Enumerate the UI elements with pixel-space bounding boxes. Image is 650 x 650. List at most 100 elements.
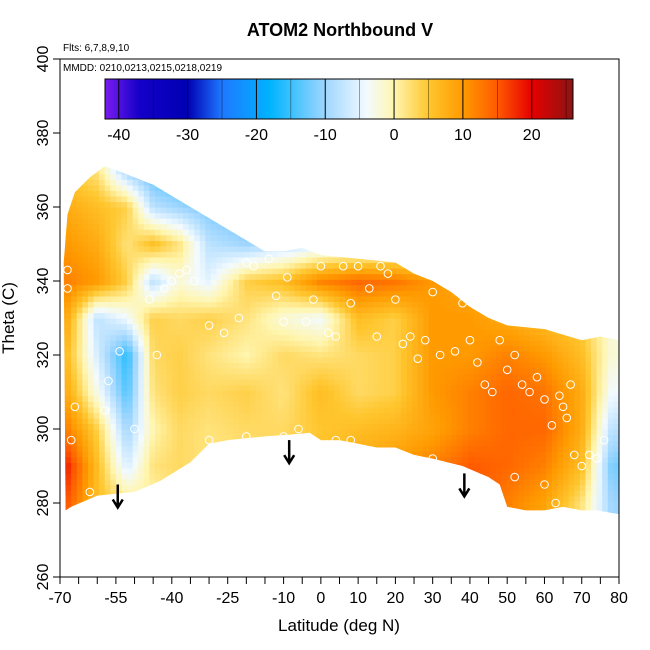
field-cell xyxy=(333,306,341,314)
field-cell xyxy=(132,456,139,463)
field-cell xyxy=(462,290,469,297)
field-cell xyxy=(65,190,72,197)
field-cell xyxy=(333,229,341,236)
field-cell xyxy=(395,229,402,236)
field-cell xyxy=(233,306,240,314)
field-cell xyxy=(356,473,363,480)
field-cell xyxy=(306,306,313,314)
field-cell xyxy=(250,451,257,458)
field-cell xyxy=(451,166,458,169)
field-cell xyxy=(238,367,246,375)
field-cell xyxy=(384,434,391,441)
field-cell xyxy=(428,168,436,175)
field-cell xyxy=(272,157,278,163)
field-cell xyxy=(138,501,145,508)
field-cell xyxy=(356,395,363,402)
field-cell xyxy=(328,512,335,515)
field-cell xyxy=(149,251,156,258)
field-cell xyxy=(389,268,396,275)
field-cell xyxy=(63,290,67,297)
field-cell xyxy=(317,401,324,408)
field-cell xyxy=(434,451,441,458)
field-cell xyxy=(462,334,469,341)
field-cell xyxy=(149,334,156,341)
field-cell xyxy=(384,462,391,469)
field-cell xyxy=(345,190,352,197)
field-cell xyxy=(216,173,223,180)
field-cell xyxy=(76,234,83,241)
field-cell xyxy=(317,490,324,497)
field-cell xyxy=(484,406,491,413)
field-cell xyxy=(222,279,229,286)
field-cell xyxy=(367,423,374,430)
field-cell xyxy=(367,351,374,358)
field-cell xyxy=(339,401,346,408)
field-cell xyxy=(65,168,72,175)
field-cell xyxy=(440,306,447,314)
field-cell xyxy=(149,268,156,275)
field-cell xyxy=(194,379,201,386)
field-cell xyxy=(378,395,385,402)
field-cell xyxy=(361,207,369,214)
field-cell xyxy=(82,490,89,497)
field-cell xyxy=(361,406,369,413)
field-cell xyxy=(149,179,156,186)
field-cell xyxy=(373,367,380,375)
field-cell xyxy=(350,218,357,225)
field-cell xyxy=(166,462,173,469)
field-cell xyxy=(171,445,178,452)
field-cell xyxy=(401,273,408,280)
field-cell xyxy=(166,279,173,286)
field-cell xyxy=(283,212,290,219)
field-cell xyxy=(445,401,452,408)
field-cell xyxy=(188,367,195,375)
field-cell xyxy=(317,434,324,441)
field-cell xyxy=(199,245,206,253)
field-cell xyxy=(261,251,268,258)
field-cell xyxy=(132,234,139,241)
field-cell xyxy=(350,456,357,463)
field-cell xyxy=(462,417,469,425)
field-cell xyxy=(401,406,408,413)
field-cell xyxy=(367,212,374,219)
field-cell xyxy=(238,218,246,225)
field-cell xyxy=(428,512,436,515)
field-cell xyxy=(160,195,167,203)
field-cell xyxy=(434,190,441,197)
field-cell xyxy=(322,279,329,286)
field-cell xyxy=(294,212,301,219)
field-cell xyxy=(255,218,262,225)
field-cell xyxy=(76,473,83,480)
field-cell xyxy=(440,412,447,419)
field-cell xyxy=(255,306,262,314)
field-cell xyxy=(473,356,480,363)
field-cell xyxy=(127,184,134,191)
field-cell xyxy=(222,384,229,391)
field-cell xyxy=(401,229,408,236)
field-cell xyxy=(423,323,430,330)
field-cell xyxy=(93,168,100,175)
field-cell xyxy=(222,417,229,425)
field-cell xyxy=(356,223,363,230)
field-cell xyxy=(434,379,441,386)
field-cell xyxy=(194,473,201,480)
field-cell xyxy=(138,279,145,286)
field-cell xyxy=(384,334,391,341)
field-cell xyxy=(63,306,67,314)
field-cell xyxy=(99,284,106,291)
field-cell xyxy=(99,412,106,419)
field-cell xyxy=(406,223,413,230)
field-cell xyxy=(294,406,301,413)
field-cell xyxy=(244,240,251,247)
field-cell xyxy=(306,262,313,269)
field-cell xyxy=(82,301,89,308)
field-cell xyxy=(88,484,95,491)
field-cell xyxy=(323,157,329,163)
field-cell xyxy=(384,229,391,236)
field-cell xyxy=(322,384,329,391)
field-cell xyxy=(479,318,486,325)
field-cell xyxy=(210,173,218,180)
field-cell xyxy=(138,245,145,253)
field-cell xyxy=(373,173,380,180)
field-cell xyxy=(127,356,134,363)
